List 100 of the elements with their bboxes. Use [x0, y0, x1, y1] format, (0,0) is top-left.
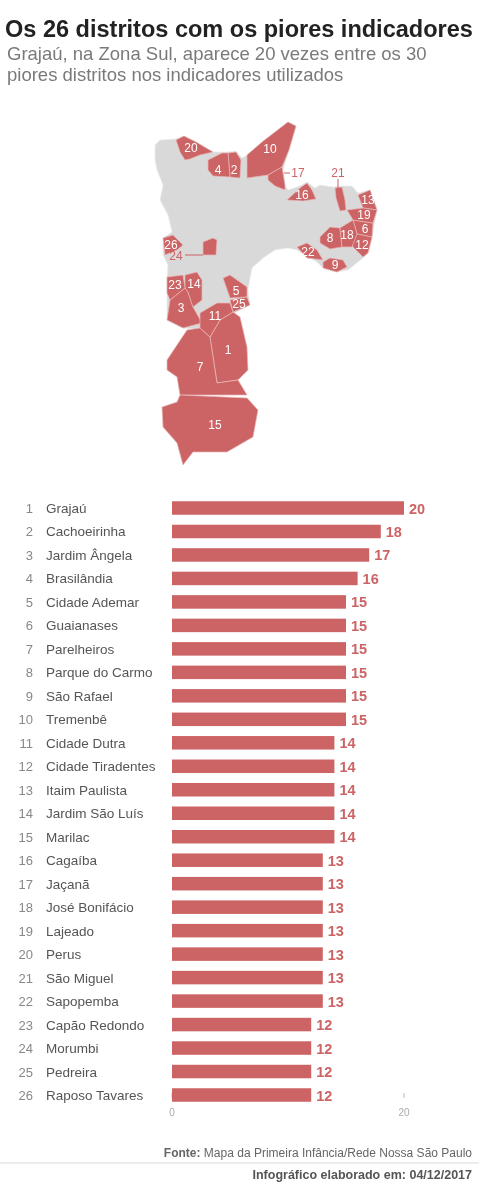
data-label: 14 [339, 782, 356, 799]
y-tick-label: Pedreira [46, 1064, 98, 1080]
data-label: 13 [327, 970, 344, 987]
text: Infográfico elaborado em: 04/12/2017 [252, 1168, 473, 1182]
y2-tick-label: 6 [25, 618, 33, 634]
category-label: 25 [232, 297, 246, 311]
data-label: 15 [351, 594, 368, 611]
y-tick-label: Lajeado [46, 923, 95, 939]
data-label: 15 [351, 641, 368, 658]
bar [172, 524, 381, 539]
y2-tick-label: 23 [18, 1017, 33, 1033]
y-tick-label: Cachoeirinha [46, 524, 127, 540]
y-tick-label: Perus [46, 947, 82, 963]
category-label: 21 [331, 166, 345, 180]
bar [172, 853, 323, 867]
y2-tick-label: 15 [18, 829, 33, 845]
data-label: 15 [351, 711, 368, 728]
bar [172, 1041, 312, 1055]
y-tick-label: Jardim São Luís [46, 806, 144, 822]
y2-tick-label: 24 [18, 1041, 33, 1057]
data-label: 13 [327, 946, 344, 963]
category-label: 26 [164, 238, 178, 252]
category-label: 18 [340, 228, 354, 242]
y-tick-label: Cagaíba [46, 853, 98, 869]
category-label: 4 [214, 163, 222, 177]
y-tick-label: Raposo Tavares [46, 1088, 144, 1103]
y2-tick-label: 8 [25, 665, 33, 681]
category-label: 20 [184, 141, 198, 155]
data-label: 13 [327, 899, 344, 916]
bar [172, 876, 323, 891]
bar [172, 829, 335, 844]
y-tick-label: Guaianases [46, 618, 119, 634]
bar [172, 665, 346, 680]
y2-tick-label: 13 [18, 782, 33, 798]
category-label: 19 [357, 208, 371, 222]
y2-tick-label: 5 [25, 594, 33, 610]
data-label: 14 [339, 758, 356, 775]
data-label: 12 [316, 1087, 333, 1104]
category-label: 10 [263, 142, 277, 156]
y2-tick-label: 10 [18, 712, 33, 728]
category-label: 11 [208, 309, 222, 323]
y-tick-label: Brasilândia [46, 571, 114, 587]
bar [172, 1088, 312, 1102]
y2-tick-label: 16 [18, 853, 33, 869]
bar [172, 923, 323, 938]
bar [172, 501, 404, 515]
category-label: 7 [196, 360, 204, 374]
bar [172, 1017, 312, 1032]
y-tick-label: José Bonifácio [46, 900, 134, 916]
category-label: 15 [208, 418, 222, 432]
y-tick-label: São Rafael [46, 688, 113, 704]
category-label: 8 [326, 231, 334, 245]
y-tick-label: Cidade Ademar [46, 594, 140, 610]
bar [172, 571, 358, 586]
bar [172, 548, 370, 562]
y-tick-label: Capão Redondo [46, 1017, 145, 1033]
y2-tick-label: 26 [18, 1088, 33, 1103]
data-label: 17 [374, 547, 391, 564]
y2-tick-label: 20 [18, 947, 33, 963]
data-label: 14 [339, 805, 356, 822]
data-label: 16 [362, 570, 379, 587]
data-label: 14 [339, 829, 356, 846]
bar [172, 712, 346, 727]
data-label: 12 [316, 1040, 333, 1057]
category-label: 1 [224, 343, 232, 357]
category-label: 2 [230, 163, 238, 177]
x-tick-label: 0 [169, 1107, 176, 1118]
category-label: 3 [177, 301, 185, 315]
data-label: 13 [327, 876, 344, 893]
y-tick-label: Jardim Ângela [46, 547, 133, 563]
y2-tick-label: 19 [18, 923, 33, 939]
bar [172, 900, 323, 914]
data-label: 13 [327, 923, 344, 940]
category-label: 24 [169, 249, 183, 263]
y-tick-label: Morumbi [46, 1041, 99, 1057]
category-label: 23 [168, 278, 182, 292]
bar [172, 618, 346, 633]
bar [172, 759, 335, 774]
bar [172, 806, 335, 820]
category-label: 13 [361, 193, 375, 207]
y2-tick-label: 3 [25, 547, 33, 563]
category-label: 16 [295, 188, 309, 202]
category-label: 6 [361, 222, 369, 236]
data-label: 14 [339, 735, 356, 752]
chart-title: Os 26 distritos com os piores indicadores [5, 16, 473, 42]
y2-tick-label: 4 [25, 571, 33, 587]
y2-tick-label: 18 [18, 900, 33, 916]
y2-tick-label: 2 [25, 524, 33, 540]
y-tick-label: Itaim Paulista [46, 782, 128, 798]
y2-tick-label: 7 [25, 641, 33, 657]
data-label: 15 [351, 617, 368, 634]
y-tick-label: Grajaú [46, 501, 87, 516]
bar [172, 689, 346, 703]
source-note: Fonte: Mapa da Primeira Infância/Rede Nossa São Paulo [163, 1146, 473, 1160]
data-label: 13 [327, 993, 344, 1010]
y2-tick-label: 9 [25, 688, 33, 704]
y-tick-label: Marilac [46, 829, 90, 845]
y2-tick-label: 1 [25, 501, 33, 516]
y2-tick-label: 12 [18, 759, 33, 775]
y-tick-label: Sapopemba [46, 994, 120, 1010]
